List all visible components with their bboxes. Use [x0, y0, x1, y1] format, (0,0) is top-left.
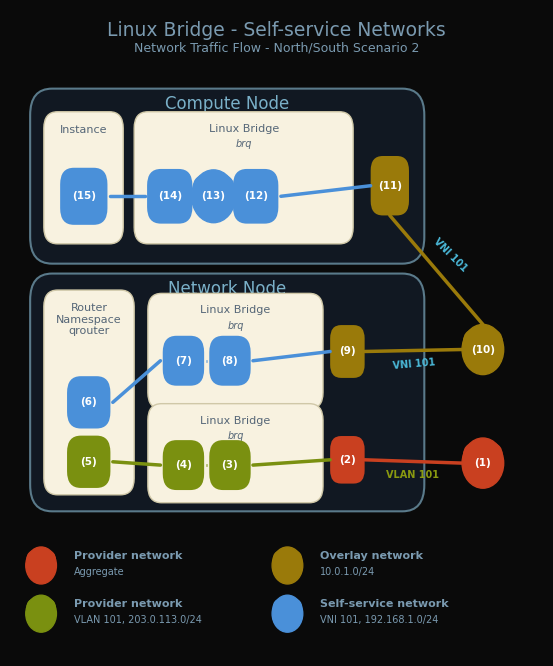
Circle shape [35, 597, 48, 612]
Text: Network Node: Network Node [168, 280, 286, 298]
FancyBboxPatch shape [44, 112, 123, 244]
Circle shape [273, 561, 286, 577]
Circle shape [215, 190, 234, 212]
Circle shape [43, 609, 55, 625]
Text: Self-service network: Self-service network [320, 599, 449, 609]
Text: Provider network: Provider network [74, 551, 182, 561]
Text: (12): (12) [244, 191, 268, 201]
FancyBboxPatch shape [67, 436, 111, 488]
Text: Provider network: Provider network [74, 599, 182, 609]
Circle shape [462, 324, 504, 374]
Text: (5): (5) [80, 457, 97, 467]
Text: (2): (2) [340, 455, 356, 465]
Text: (15): (15) [72, 191, 96, 201]
FancyBboxPatch shape [371, 156, 409, 215]
Text: (10): (10) [471, 344, 495, 354]
Circle shape [289, 551, 301, 567]
FancyBboxPatch shape [67, 376, 111, 428]
FancyBboxPatch shape [147, 169, 192, 224]
Circle shape [273, 609, 286, 625]
Text: VLAN 101, 203.0.113.0/24: VLAN 101, 203.0.113.0/24 [74, 615, 202, 625]
Circle shape [464, 444, 481, 465]
FancyBboxPatch shape [44, 290, 134, 495]
Text: brq: brq [227, 321, 244, 331]
Circle shape [464, 344, 481, 365]
FancyBboxPatch shape [163, 336, 204, 386]
Text: (14): (14) [158, 191, 182, 201]
Circle shape [484, 344, 502, 365]
Circle shape [215, 176, 234, 198]
FancyBboxPatch shape [209, 440, 251, 490]
Text: brq: brq [227, 432, 244, 442]
Circle shape [272, 547, 303, 584]
Circle shape [474, 326, 492, 348]
Text: (6): (6) [80, 398, 97, 408]
Circle shape [205, 172, 223, 194]
Text: (13): (13) [201, 191, 226, 201]
Text: VLAN 101: VLAN 101 [386, 470, 439, 480]
Circle shape [281, 549, 294, 564]
Text: Linux Bridge: Linux Bridge [200, 305, 270, 315]
Circle shape [273, 599, 286, 615]
Text: Linux Bridge - Self-service Networks: Linux Bridge - Self-service Networks [107, 21, 446, 40]
Text: Compute Node: Compute Node [165, 95, 289, 113]
Circle shape [27, 609, 40, 625]
FancyBboxPatch shape [233, 169, 278, 224]
Circle shape [281, 597, 294, 612]
Circle shape [273, 551, 286, 567]
FancyBboxPatch shape [134, 112, 353, 244]
Text: (8): (8) [222, 356, 238, 366]
FancyBboxPatch shape [209, 336, 251, 386]
Text: Linux Bridge: Linux Bridge [200, 416, 270, 426]
Circle shape [289, 609, 301, 625]
Circle shape [464, 458, 481, 479]
Circle shape [484, 444, 502, 465]
FancyBboxPatch shape [148, 404, 323, 503]
FancyBboxPatch shape [330, 325, 364, 378]
Text: 10.0.1.0/24: 10.0.1.0/24 [320, 567, 375, 577]
Text: Instance: Instance [60, 125, 107, 135]
Circle shape [289, 599, 301, 615]
Circle shape [26, 547, 56, 584]
Circle shape [27, 551, 40, 567]
Circle shape [484, 330, 502, 351]
FancyBboxPatch shape [60, 168, 107, 225]
Circle shape [194, 190, 212, 212]
Text: (4): (4) [175, 460, 192, 470]
Circle shape [43, 561, 55, 577]
Text: Overlay network: Overlay network [320, 551, 423, 561]
Circle shape [462, 438, 504, 488]
Text: Router
Namespace
qrouter: Router Namespace qrouter [56, 303, 122, 336]
Circle shape [26, 595, 56, 632]
Text: (11): (11) [378, 180, 402, 190]
Text: brq: brq [236, 139, 252, 149]
Circle shape [35, 549, 48, 564]
Circle shape [289, 561, 301, 577]
Text: Linux Bridge: Linux Bridge [208, 124, 279, 134]
Text: VNI 101: VNI 101 [432, 236, 469, 274]
FancyBboxPatch shape [30, 274, 424, 511]
Circle shape [464, 330, 481, 351]
Circle shape [27, 561, 40, 577]
Text: Aggregate: Aggregate [74, 567, 124, 577]
FancyBboxPatch shape [163, 440, 204, 490]
FancyBboxPatch shape [30, 89, 424, 264]
Text: (1): (1) [474, 458, 491, 468]
Text: VNI 101, 192.168.1.0/24: VNI 101, 192.168.1.0/24 [320, 615, 439, 625]
Text: (9): (9) [340, 346, 356, 356]
Text: Network Traffic Flow - North/South Scenario 2: Network Traffic Flow - North/South Scena… [134, 41, 419, 54]
Text: (3): (3) [222, 460, 238, 470]
Text: VNI 101: VNI 101 [393, 358, 436, 371]
Circle shape [43, 551, 55, 567]
FancyBboxPatch shape [148, 294, 323, 409]
Circle shape [272, 595, 303, 632]
Circle shape [194, 176, 212, 198]
Circle shape [474, 440, 492, 461]
Circle shape [484, 458, 502, 479]
Circle shape [27, 599, 40, 615]
Text: (7): (7) [175, 356, 192, 366]
Circle shape [192, 170, 236, 222]
FancyBboxPatch shape [330, 436, 364, 484]
Circle shape [43, 599, 55, 615]
